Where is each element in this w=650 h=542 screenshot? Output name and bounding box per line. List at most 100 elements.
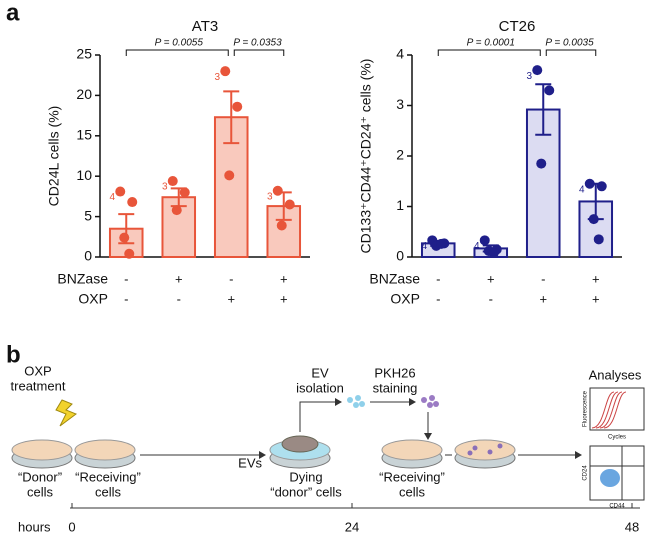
data-point (167, 176, 178, 187)
significance-bracket (233, 49, 285, 56)
timeline-tick: 0 (68, 519, 75, 534)
data-point (224, 170, 235, 181)
label: OXP (24, 363, 51, 378)
diagram: OXP treatment “Donor” cells “Receiving” … (11, 363, 645, 534)
condition-sign: - (436, 271, 440, 286)
label: EVs (238, 455, 262, 470)
label: cells (399, 484, 426, 499)
row-label: BNZase (57, 271, 108, 287)
n-label: 4 (579, 184, 585, 195)
data-point (596, 181, 607, 192)
data-point (115, 186, 126, 197)
row-label: BNZase (369, 271, 420, 287)
error-bar (223, 90, 240, 145)
condition-sign: - (229, 271, 233, 286)
label: “Donor” (18, 469, 62, 484)
y-tick-label: 0 (84, 248, 92, 264)
data-point (179, 187, 190, 198)
significance-bracket (437, 49, 541, 56)
condition-sign: - (541, 271, 545, 286)
label: “donor” cells (270, 484, 342, 499)
y-tick-label: 4 (396, 46, 404, 62)
bolt-icon (55, 399, 78, 427)
data-point (588, 214, 599, 225)
y-tick-label: 0 (396, 248, 404, 264)
y-tick-label: 5 (84, 207, 92, 223)
y-tick-label: 2 (396, 147, 404, 163)
n-label: 4 (109, 192, 115, 203)
condition-sign: + (227, 291, 235, 306)
data-point (272, 185, 283, 196)
p-value: P = 0.0001 (467, 38, 515, 49)
y-tick-label: 10 (76, 167, 92, 183)
dish (11, 435, 516, 469)
condition-sign: - (177, 291, 181, 306)
condition-sign: + (280, 291, 288, 306)
data-point (479, 235, 490, 246)
n-label: 3 (162, 182, 168, 193)
data-point (488, 247, 499, 258)
label: “Receiving” (75, 469, 141, 484)
vesicles (347, 395, 439, 408)
significance-bracket (125, 49, 229, 56)
data-point (544, 85, 555, 96)
significance-bracket (545, 49, 597, 56)
curves (591, 391, 627, 429)
label: “Receiving” (379, 469, 445, 484)
row-label: OXP (78, 291, 108, 307)
label: EV (311, 365, 329, 380)
axis-label: Fluorescence (583, 390, 589, 427)
data-point (171, 205, 182, 216)
condition-sign: - (124, 291, 128, 306)
label: treatment (11, 378, 66, 393)
y-tick-label: 15 (76, 127, 92, 143)
flow-cluster (600, 469, 620, 487)
n-label: 3 (267, 191, 273, 202)
arrows (70, 401, 640, 509)
condition-sign: + (280, 271, 288, 286)
label: isolation (296, 380, 344, 395)
data-point (220, 66, 231, 77)
panel-label: b (6, 341, 21, 368)
data-point (436, 238, 447, 249)
timeline-tick: 24 (345, 519, 359, 534)
condition-sign: - (436, 291, 440, 306)
data-point (536, 158, 547, 169)
chart-title: AT3 (192, 18, 218, 35)
panel-label: a (6, 0, 20, 26)
y-tick-label: 1 (396, 197, 404, 213)
condition-sign: - (489, 291, 493, 306)
n-label: 3 (214, 72, 220, 83)
data-point (119, 232, 130, 243)
data-point (584, 178, 595, 189)
data-point (127, 197, 138, 208)
label: staining (373, 380, 418, 395)
y-tick-label: 3 (396, 96, 404, 112)
n-label: 4 (474, 241, 480, 252)
n-label: 3 (526, 71, 532, 82)
axis-label: CD44 (609, 504, 625, 510)
chart-title: CT26 (499, 18, 536, 35)
row-label: OXP (390, 291, 420, 307)
data-point (532, 65, 543, 76)
condition-sign: + (539, 291, 547, 306)
data-point (276, 220, 287, 231)
label: Dying (289, 469, 322, 484)
p-value: P = 0.0353 (233, 38, 282, 49)
label: cells (27, 484, 54, 499)
label: PKH26 (374, 365, 415, 380)
condition-sign: - (124, 271, 128, 286)
data-point (593, 234, 604, 245)
bar (266, 205, 302, 258)
condition-sign: + (592, 291, 600, 306)
timeline-tick: 48 (625, 519, 639, 534)
y-axis-label: CD24L cells (%) (46, 106, 62, 207)
y-axis-label: CD133⁺CD44⁺CD24⁺ cells (%) (358, 59, 374, 254)
p-value: P = 0.0055 (155, 38, 204, 49)
p-value: P = 0.0035 (545, 38, 594, 49)
timeline-label: hours (18, 519, 51, 534)
label: Analyses (589, 367, 642, 382)
data-point (284, 199, 295, 210)
condition-sign: + (487, 271, 495, 286)
